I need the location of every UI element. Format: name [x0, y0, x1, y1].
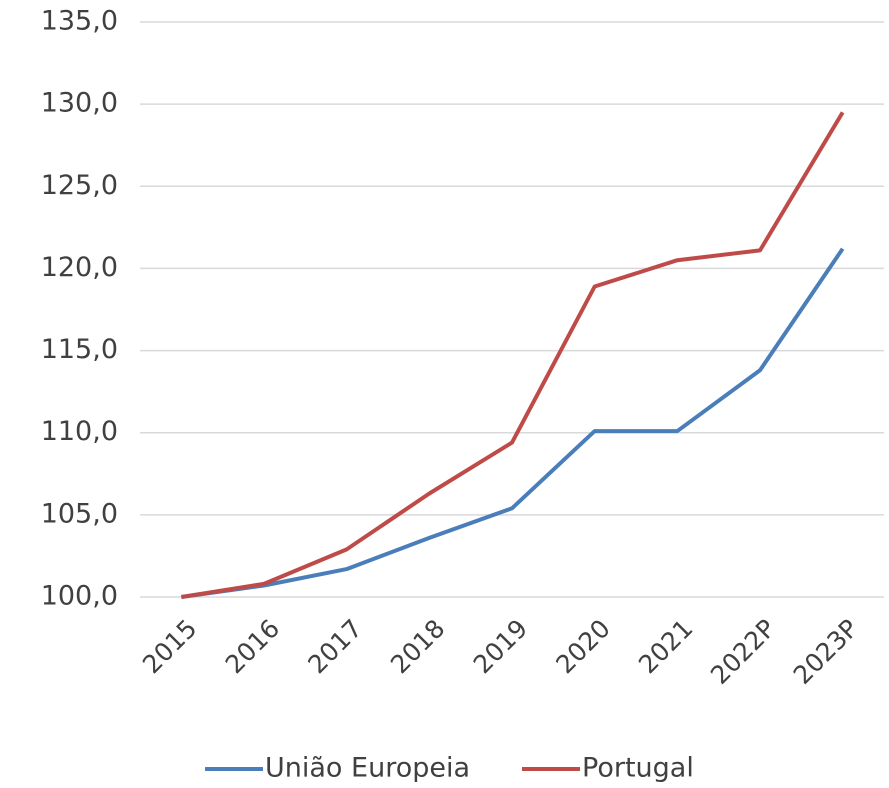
- y-tick-label: 125,0: [41, 170, 118, 201]
- x-tick-label: 2023P: [788, 614, 864, 690]
- x-tick-label: 2020: [550, 614, 615, 679]
- x-tick-label: 2015: [137, 614, 202, 679]
- x-tick-label: 2016: [220, 614, 285, 679]
- y-tick-label: 130,0: [41, 88, 118, 119]
- y-tick-label: 110,0: [41, 416, 118, 447]
- x-tick-label: 2021: [633, 614, 698, 679]
- line: [181, 247, 845, 599]
- y-tick-label: 100,0: [41, 581, 118, 612]
- x-tick-label: 2019: [468, 614, 533, 679]
- y-tick-label: 120,0: [41, 252, 118, 283]
- y-tick-label: 135,0: [41, 6, 118, 37]
- x-tick-label: 2017: [302, 614, 367, 679]
- legend-label: União Europeia: [265, 753, 470, 784]
- x-tick-label: 2022P: [705, 614, 781, 690]
- x-tick-label: 2018: [385, 614, 450, 679]
- y-tick-label: 105,0: [41, 498, 118, 529]
- y-tick-label: 115,0: [41, 334, 118, 365]
- line: [181, 111, 845, 599]
- legend-label: Portugal: [582, 753, 694, 784]
